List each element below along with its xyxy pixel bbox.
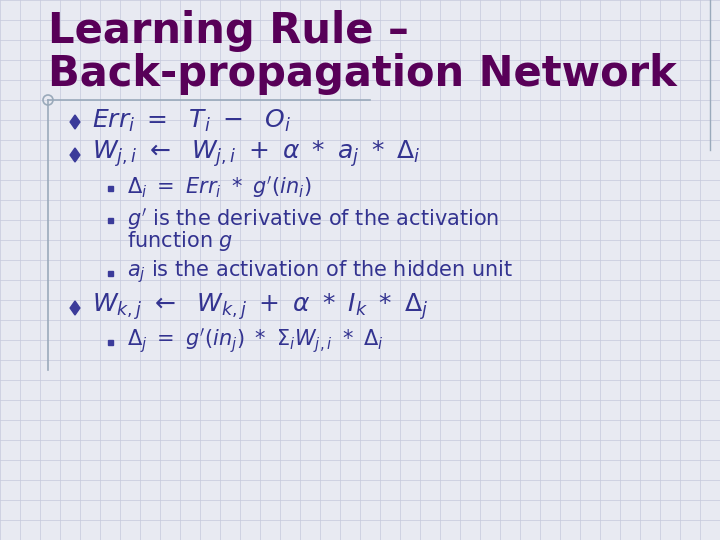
Text: $\mathit{W}_{k,j}\ \leftarrow\ \ \mathit{W}_{k,j}\ +\ \alpha\ *\ \mathit{I}_k\ *: $\mathit{W}_{k,j}\ \leftarrow\ \ \mathit… xyxy=(92,292,428,322)
Bar xyxy=(107,340,112,345)
Text: $\Delta_i\ =\ \mathit{Err}_i\ *\ g'(\mathit{in}_i)$: $\Delta_i\ =\ \mathit{Err}_i\ *\ g'(\mat… xyxy=(127,174,312,200)
Text: function $\mathit{g}$: function $\mathit{g}$ xyxy=(127,229,233,253)
Bar xyxy=(107,186,112,191)
Text: $\mathit{Err}_i\ =\ \ T_i\ -\ \ O_i$: $\mathit{Err}_i\ =\ \ T_i\ -\ \ O_i$ xyxy=(92,108,292,134)
Bar xyxy=(107,271,112,275)
Text: $\Delta_j\ =\ g'(\mathit{in}_j)\ *\ \Sigma_i \mathit{W}_{j,i}\ *\ \Delta_i$: $\Delta_j\ =\ g'(\mathit{in}_j)\ *\ \Sig… xyxy=(127,327,384,355)
Polygon shape xyxy=(70,148,80,162)
Text: $\mathit{a}_j$ is the activation of the hidden unit: $\mathit{a}_j$ is the activation of the … xyxy=(127,259,513,286)
Polygon shape xyxy=(70,301,80,315)
Bar xyxy=(107,218,112,222)
Text: Learning Rule –: Learning Rule – xyxy=(48,10,409,52)
Polygon shape xyxy=(70,115,80,129)
Text: Back-propagation Network: Back-propagation Network xyxy=(48,53,677,95)
Text: $\mathit{W}_{j,i}\ \leftarrow\ \ \mathit{W}_{j,i}\ +\ \alpha\ *\ a_j\ *\ \Delta_: $\mathit{W}_{j,i}\ \leftarrow\ \ \mathit… xyxy=(92,139,420,170)
Text: $g'$ is the derivative of the activation: $g'$ is the derivative of the activation xyxy=(127,206,499,232)
